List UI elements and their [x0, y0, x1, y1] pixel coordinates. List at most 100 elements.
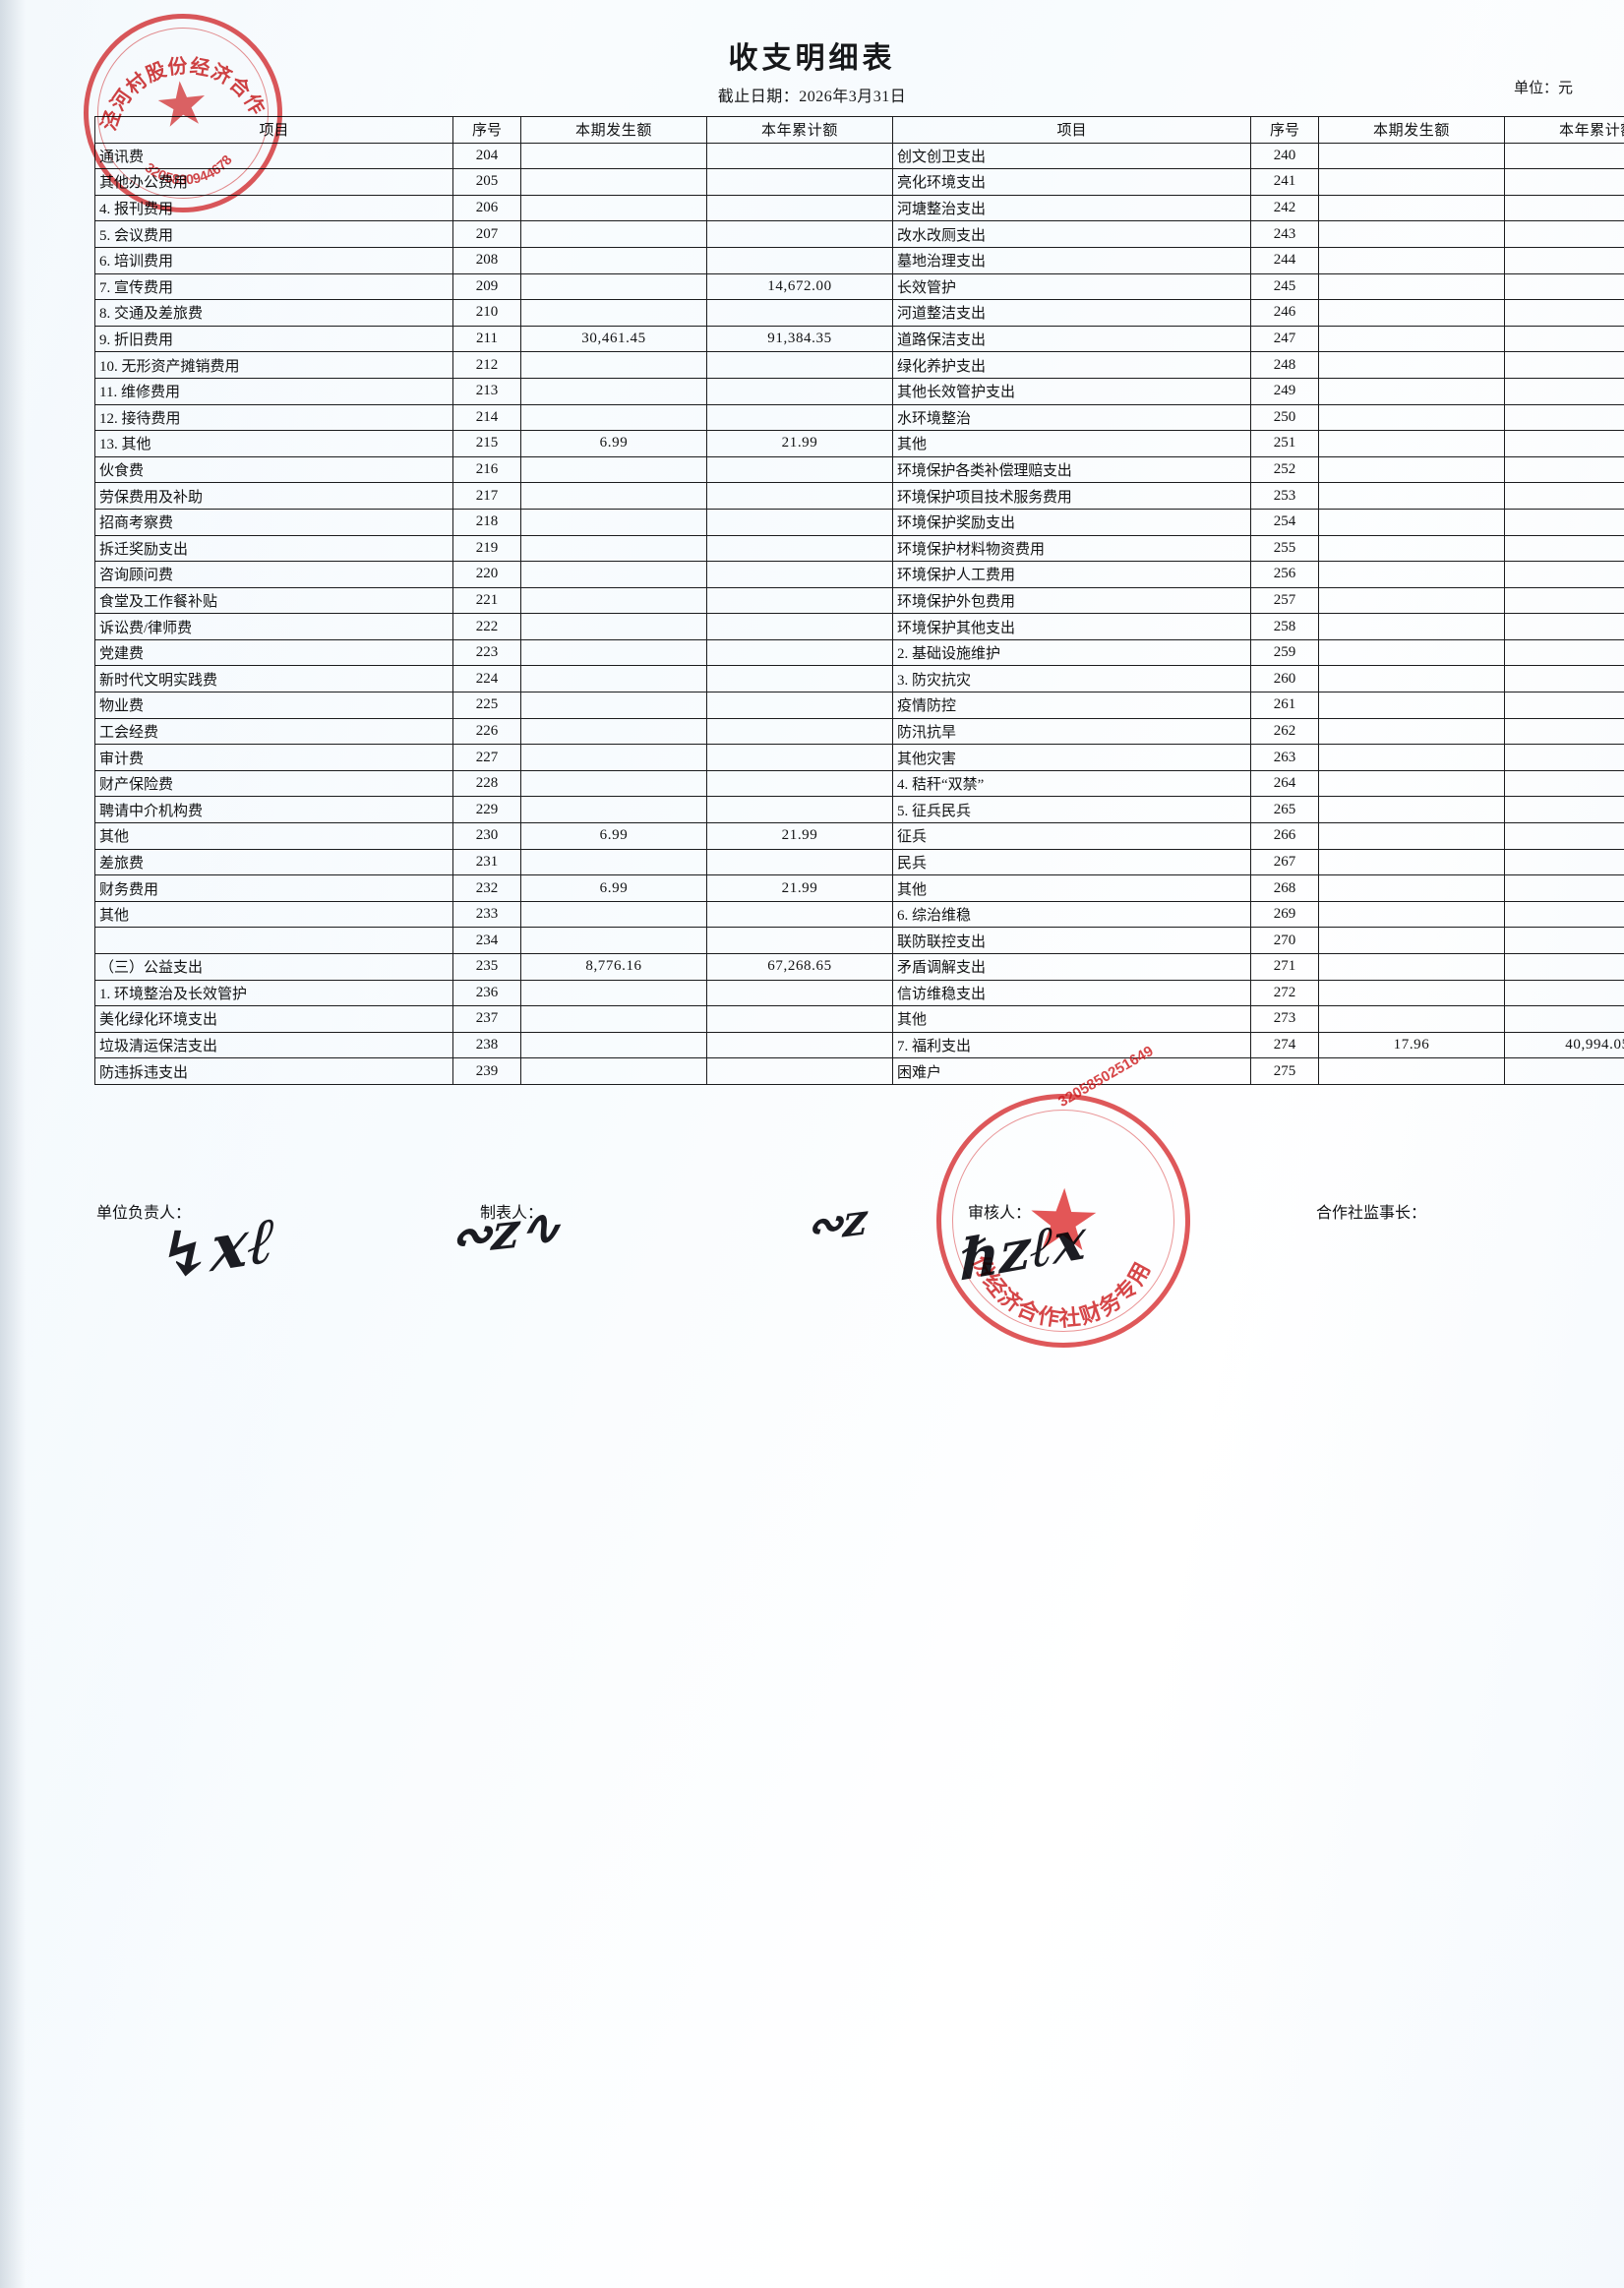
table-row: 伙食费 216 环境保护各类补偿理赔支出 252 [94, 455, 1624, 484]
row-cumulative-amount [1504, 325, 1624, 353]
row-cumulative-amount [1504, 377, 1624, 405]
row-sequence-number: 247 [1250, 325, 1319, 353]
row-cumulative-amount [1504, 796, 1624, 824]
row-sequence-number: 244 [1250, 246, 1319, 274]
row-item-label: 亮化环境支出 [892, 168, 1251, 196]
table-row: 防违拆违支出 239 困难户 275 [94, 1057, 1624, 1085]
row-item-label: 其他长效管护支出 [892, 377, 1251, 405]
table-row: 咨询顾问费 220 环境保护人工费用 256 [94, 561, 1624, 588]
row-item-label: 审计费 [94, 744, 453, 771]
row-item-label: 7. 宣传费用 [94, 272, 453, 301]
col-header-current-right: 本期发生额 [1318, 116, 1505, 144]
row-item-label: 通讯费 [94, 142, 453, 170]
row-sequence-number: 241 [1250, 168, 1319, 196]
row-item-label: 4. 秸秆“双禁” [892, 769, 1251, 798]
table-row: 工会经费 226 防汛抗旱 262 [94, 717, 1624, 746]
row-cumulative-amount [706, 848, 893, 876]
row-current-amount [1318, 272, 1505, 301]
row-current-amount [1318, 848, 1505, 876]
table-row: 财务费用 232 6.99 21.99 其他 268 [94, 874, 1624, 902]
row-current-amount [1318, 613, 1505, 640]
row-sequence-number: 273 [1250, 1005, 1319, 1033]
row-sequence-number: 229 [452, 796, 521, 824]
row-current-amount [520, 508, 707, 536]
row-current-amount [1318, 822, 1505, 850]
row-item-label: 4. 报刊费用 [94, 194, 453, 222]
row-sequence-number: 262 [1250, 717, 1319, 746]
row-cumulative-amount [706, 1005, 893, 1033]
row-sequence-number: 208 [452, 246, 521, 274]
row-cumulative-amount [1504, 979, 1624, 1007]
row-item-label: 财产保险费 [94, 769, 453, 798]
row-current-amount [520, 848, 707, 876]
currency-unit-label: 单位：元 [1513, 81, 1573, 96]
row-cumulative-amount [1504, 534, 1624, 563]
col-header-no-left: 序号 [452, 116, 521, 144]
row-sequence-number: 231 [452, 848, 521, 876]
col-header-cumulative-left: 本年累计额 [706, 116, 893, 144]
row-cumulative-amount [1504, 430, 1624, 457]
table-row: 234 联防联控支出 270 [94, 927, 1624, 954]
row-item-label: 招商考察费 [94, 508, 453, 536]
row-sequence-number: 248 [1250, 351, 1319, 379]
row-sequence-number: 259 [1250, 638, 1319, 667]
row-current-amount [1318, 874, 1505, 902]
row-sequence-number: 219 [452, 534, 521, 563]
row-cumulative-amount: 14,672.00 [706, 272, 893, 301]
row-current-amount: 17.96 [1318, 1031, 1505, 1059]
row-cumulative-amount [1504, 1005, 1624, 1033]
row-sequence-number: 252 [1250, 455, 1319, 484]
row-current-amount [1318, 927, 1505, 954]
row-current-amount [1318, 325, 1505, 353]
row-current-amount [1318, 717, 1505, 746]
row-current-amount [520, 194, 707, 222]
row-item-label: 其他灾害 [892, 744, 1251, 771]
row-item-label: 6. 培训费用 [94, 246, 453, 274]
row-item-label: 6. 综治维稳 [892, 900, 1251, 929]
row-item-label: 改水改厕支出 [892, 220, 1251, 248]
row-sequence-number: 242 [1250, 194, 1319, 222]
row-cumulative-amount [1504, 561, 1624, 588]
row-sequence-number: 228 [452, 769, 521, 798]
row-sequence-number: 251 [1250, 430, 1319, 457]
row-item-label: 防汛抗旱 [892, 717, 1251, 746]
row-sequence-number: 220 [452, 561, 521, 588]
row-item-label: 9. 折旧费用 [94, 325, 453, 353]
row-item-label: 环境保护项目技术服务费用 [892, 482, 1251, 510]
row-sequence-number: 275 [1250, 1057, 1319, 1085]
row-item-label: 道路保洁支出 [892, 325, 1251, 353]
row-sequence-number: 266 [1250, 822, 1319, 850]
row-item-label: 3. 防灾抗灾 [892, 665, 1251, 693]
row-sequence-number: 263 [1250, 744, 1319, 771]
row-cumulative-amount [1504, 953, 1624, 981]
row-cumulative-amount [1504, 168, 1624, 196]
row-item-label: 环境保护奖励支出 [892, 508, 1251, 536]
row-current-amount [1318, 194, 1505, 222]
row-current-amount [1318, 744, 1505, 771]
row-current-amount [520, 717, 707, 746]
row-cumulative-amount: 21.99 [706, 430, 893, 457]
row-item-label: 5. 征兵民兵 [892, 796, 1251, 824]
row-sequence-number: 230 [452, 822, 521, 850]
row-sequence-number: 271 [1250, 953, 1319, 981]
row-current-amount [520, 927, 707, 954]
row-current-amount [1318, 1005, 1505, 1033]
row-current-amount [520, 377, 707, 405]
row-sequence-number: 235 [452, 953, 521, 981]
row-item-label: 工会经费 [94, 717, 453, 746]
row-sequence-number: 245 [1250, 272, 1319, 301]
row-item-label: 10. 无形资产摊销费用 [94, 351, 453, 379]
row-current-amount [520, 769, 707, 798]
table-row: 财产保险费 228 4. 秸秆“双禁” 264 [94, 769, 1624, 798]
row-cumulative-amount [706, 561, 893, 588]
row-sequence-number: 268 [1250, 874, 1319, 902]
table-row: 13. 其他 215 6.99 21.99 其他 251 [94, 430, 1624, 457]
row-cumulative-amount [1504, 272, 1624, 301]
row-current-amount [1318, 351, 1505, 379]
row-sequence-number: 205 [452, 168, 521, 196]
row-sequence-number: 239 [452, 1057, 521, 1085]
row-cumulative-amount [1504, 692, 1624, 719]
row-sequence-number: 258 [1250, 613, 1319, 640]
table-row: 食堂及工作餐补贴 221 环境保护外包费用 257 [94, 586, 1624, 615]
table-row: 物业费 225 疫情防控 261 [94, 692, 1624, 719]
